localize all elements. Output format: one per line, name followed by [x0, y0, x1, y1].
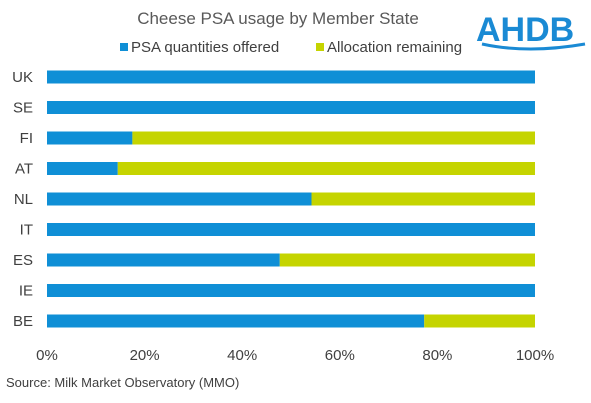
bar-fi-remaining — [132, 131, 535, 145]
y-tick-label-uk: UK — [12, 69, 33, 86]
bar-ie-psa — [47, 284, 535, 297]
y-tick-label-ie: IE — [19, 283, 33, 300]
logo-text: AHDB — [476, 11, 574, 49]
legend-label-psa: PSA quantities offered — [131, 39, 279, 56]
bar-uk-psa — [47, 70, 535, 84]
y-tick-label-be: BE — [13, 313, 33, 330]
y-tick-label-nl: NL — [14, 191, 33, 208]
source-note: Source: Milk Market Observatory (MMO) — [6, 375, 239, 390]
x-tick-label: 0% — [36, 347, 58, 364]
legend: PSA quantities offered Allocation remain… — [120, 39, 462, 56]
bar-nl-psa — [47, 192, 312, 206]
bar-at-psa — [47, 162, 118, 175]
bar-es-psa — [47, 253, 280, 267]
chart-title: Cheese PSA usage by Member State — [137, 9, 419, 28]
x-axis: 0% 20% 40% 60% 80% 100% — [36, 347, 554, 364]
x-tick-label: 60% — [325, 347, 355, 364]
ahdb-logo: AHDB — [476, 11, 586, 51]
bar-es-remaining — [279, 253, 535, 267]
x-tick-label: 80% — [422, 347, 452, 364]
legend-label-remaining: Allocation remaining — [327, 39, 462, 56]
legend-swatch-psa — [120, 43, 128, 51]
x-tick-label: 100% — [516, 347, 554, 364]
y-axis: UK SE FI AT NL IT ES IE BE — [12, 69, 33, 330]
x-tick-label: 40% — [227, 347, 257, 364]
bar-at-remaining — [117, 162, 535, 175]
plot-area — [47, 70, 535, 328]
y-tick-label-es: ES — [13, 252, 33, 269]
bar-be-psa — [47, 314, 425, 328]
bar-nl-remaining — [311, 192, 535, 206]
y-tick-label-at: AT — [15, 161, 33, 178]
logo-swoosh — [481, 42, 586, 51]
y-tick-label-fi: FI — [20, 130, 33, 147]
legend-swatch-remaining — [316, 43, 324, 51]
bar-fi-psa — [47, 131, 133, 145]
bar-it-psa — [47, 223, 535, 236]
bar-se-psa — [47, 101, 535, 114]
y-tick-label-se: SE — [13, 100, 33, 117]
y-tick-label-it: IT — [20, 222, 33, 239]
bar-be-remaining — [424, 314, 535, 328]
x-tick-label: 20% — [130, 347, 160, 364]
